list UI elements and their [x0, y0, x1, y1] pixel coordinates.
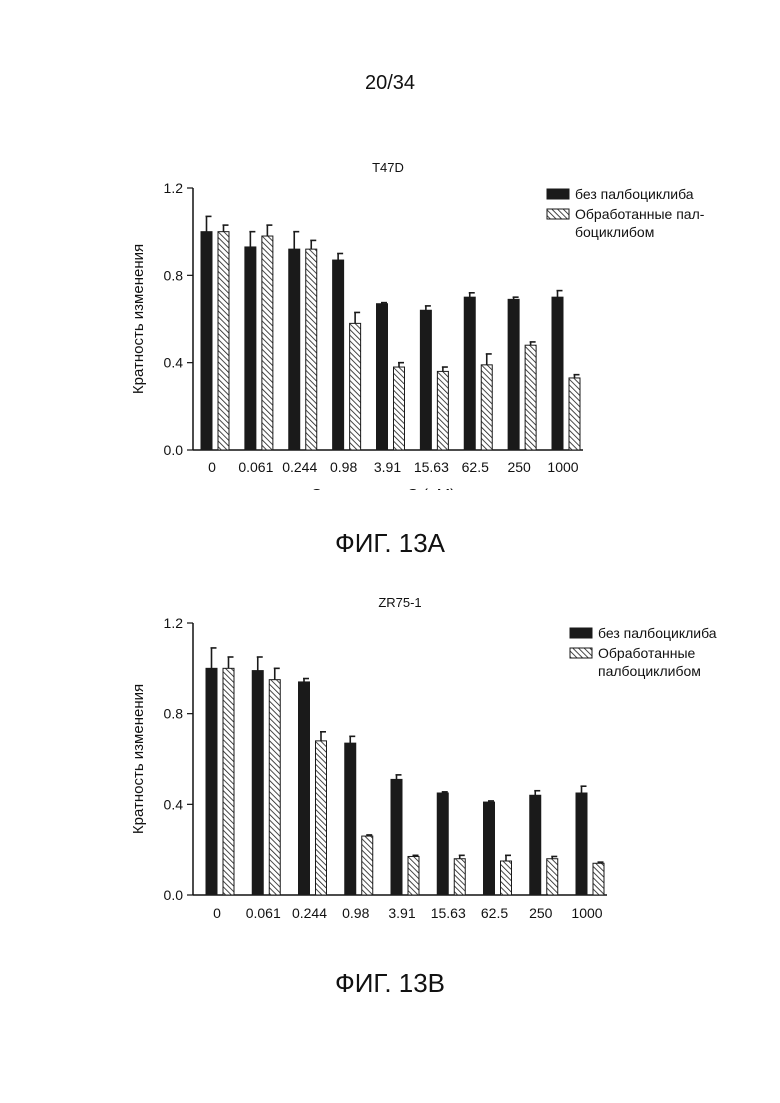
x-tick-label: 1000: [571, 905, 602, 921]
figure-caption-13b: ФИГ. 13В: [0, 968, 780, 999]
bar-treated: [350, 323, 361, 450]
x-tick-label: 15.63: [414, 459, 449, 475]
bar-untreated: [552, 297, 563, 450]
bar-treated: [269, 680, 280, 895]
bar-treated: [408, 856, 419, 895]
legend-label-untreated: без палбоциклиба: [575, 186, 694, 202]
bar-untreated: [530, 795, 541, 895]
legend-swatch-untreated: [570, 628, 592, 638]
bar-treated: [454, 859, 465, 895]
legend-label-treated: боциклибом: [575, 224, 654, 240]
bar-untreated: [201, 232, 212, 450]
bar-treated: [218, 232, 229, 450]
bar-untreated: [252, 671, 263, 895]
figure-caption-13a: ФИГ. 13А: [0, 528, 780, 559]
x-tick-label: 0.061: [238, 459, 273, 475]
legend-label-untreated: без палбоциклиба: [598, 625, 717, 641]
bar-untreated: [289, 249, 300, 450]
x-tick-label: 250: [507, 459, 531, 475]
bar-untreated: [576, 793, 587, 895]
bar-treated: [223, 668, 234, 895]
bar-untreated: [508, 299, 519, 450]
y-tick-label: 0.8: [164, 706, 184, 722]
legend-label-treated: палбоциклибом: [598, 663, 701, 679]
legend-swatch-untreated: [547, 189, 569, 199]
bar-treated: [394, 367, 405, 450]
legend-swatch-treated: [570, 648, 592, 658]
bar-treated: [525, 345, 536, 450]
bar-treated: [501, 861, 512, 895]
y-axis-label: Кратность изменения: [130, 684, 147, 834]
bar-untreated: [299, 682, 310, 895]
x-tick-label: 62.5: [462, 459, 489, 475]
x-tick-label: 15.63: [431, 905, 466, 921]
legend-label-treated: Обработанные: [598, 645, 696, 661]
bar-untreated: [391, 779, 402, 895]
x-tick-label: 1000: [547, 459, 578, 475]
bar-treated: [316, 741, 327, 895]
x-tick-label: 0: [213, 905, 221, 921]
bar-treated: [437, 371, 448, 450]
bar-untreated: [484, 802, 495, 895]
x-tick-label: 0.244: [282, 459, 317, 475]
y-axis-label: Кратность изменения: [130, 244, 147, 394]
bar-treated: [262, 236, 273, 450]
y-tick-label: 0.8: [164, 267, 184, 283]
x-tick-label: 0.061: [246, 905, 281, 921]
y-tick-label: 0.0: [164, 887, 184, 903]
chart-t47d: T47D 0.0 0.4 0.8 1.2 Кратность изменения 0 0.06…: [0, 150, 780, 490]
legend-label-treated: Обработанные пал-: [575, 206, 705, 222]
chart-title: ZR75-1: [378, 595, 421, 610]
bar-treated: [569, 378, 580, 450]
bar-treated: [593, 863, 604, 895]
bar-treated: [362, 836, 373, 895]
bar-untreated: [464, 297, 475, 450]
x-tick-label: 0.98: [330, 459, 357, 475]
chart-title: T47D: [372, 160, 404, 175]
bar-untreated: [333, 260, 344, 450]
page-number: 20/34: [0, 72, 780, 95]
bar-treated: [547, 859, 558, 895]
x-tick-label: 3.91: [388, 905, 415, 921]
chart-zr75-1: ZR75-1 0.0 0.4 0.8 1.2 Кратность изменения 0 0.…: [0, 585, 780, 925]
y-tick-label: 1.2: [164, 615, 184, 631]
y-tick-label: 0.0: [164, 442, 184, 458]
bar-untreated: [345, 743, 356, 895]
legend-swatch-treated: [547, 209, 569, 219]
x-tick-label: 0.98: [342, 905, 369, 921]
bar-untreated: [377, 304, 388, 450]
x-tick-label: 0.244: [292, 905, 327, 921]
bar-untreated: [437, 793, 448, 895]
y-tick-label: 1.2: [164, 180, 184, 196]
x-tick-label: 0: [208, 459, 216, 475]
x-tick-label: 62.5: [481, 905, 508, 921]
x-tick-label: 250: [529, 905, 553, 921]
bar-untreated: [420, 310, 431, 450]
bar-untreated: [206, 668, 217, 895]
bar-untreated: [245, 247, 256, 450]
x-axis-label: Соединение С (нМ): [311, 487, 456, 490]
y-tick-label: 0.4: [164, 796, 184, 812]
y-tick-label: 0.4: [164, 355, 184, 371]
bar-treated: [481, 365, 492, 450]
bar-treated: [306, 249, 317, 450]
x-tick-label: 3.91: [374, 459, 401, 475]
